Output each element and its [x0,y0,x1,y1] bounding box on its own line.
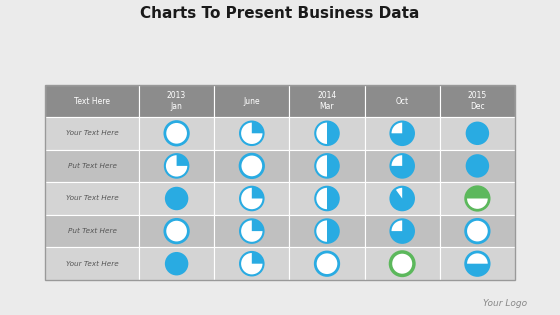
Bar [290,150,365,182]
Bar [214,85,290,117]
Circle shape [165,154,188,178]
Circle shape [390,219,414,243]
Bar [365,182,440,215]
Bar [290,215,365,247]
Circle shape [240,154,264,178]
Bar [365,247,440,280]
Bar [45,85,515,280]
Circle shape [165,219,188,243]
Bar [139,150,214,182]
Bar [440,182,515,215]
Bar [139,85,214,117]
Circle shape [240,122,264,145]
Circle shape [315,154,339,178]
Wedge shape [252,122,264,133]
Text: Your Text Here: Your Text Here [66,130,118,136]
Wedge shape [327,187,339,210]
Bar [365,85,440,117]
Circle shape [390,252,414,275]
Circle shape [240,187,264,210]
Wedge shape [390,154,414,178]
Bar [214,215,290,247]
Text: Your Text Here: Your Text Here [66,261,118,267]
Bar [440,117,515,150]
Circle shape [165,252,188,275]
Wedge shape [390,187,414,210]
Bar [365,150,440,182]
Circle shape [466,219,489,243]
Bar [290,117,365,150]
Circle shape [240,252,264,275]
Circle shape [466,122,489,145]
Wedge shape [390,122,414,145]
Text: Oct: Oct [395,96,409,106]
Bar [290,85,365,117]
Wedge shape [327,219,339,243]
Bar [290,247,365,280]
Circle shape [466,154,489,178]
Circle shape [315,187,339,210]
Circle shape [165,187,188,210]
Wedge shape [327,122,339,145]
Bar [139,215,214,247]
Bar [139,247,214,280]
Text: Put Text Here: Put Text Here [68,163,116,169]
Bar [45,215,139,247]
Bar [440,215,515,247]
Wedge shape [327,154,339,178]
Circle shape [315,122,339,145]
Text: Your Logo: Your Logo [483,299,527,307]
Bar [45,247,139,280]
Bar [45,85,139,117]
Wedge shape [390,219,414,243]
Circle shape [390,187,414,210]
Circle shape [315,219,339,243]
Circle shape [466,187,489,210]
Bar [440,247,515,280]
Text: 2013
Jan: 2013 Jan [167,91,186,111]
Bar [440,150,515,182]
Text: Your Text Here: Your Text Here [66,196,118,202]
Text: 2015
Dec: 2015 Dec [468,91,487,111]
Wedge shape [176,154,188,166]
Wedge shape [252,187,264,198]
Wedge shape [466,187,489,198]
Bar [139,117,214,150]
Text: 2014
Mar: 2014 Mar [318,91,337,111]
Bar [139,182,214,215]
Circle shape [165,122,188,145]
Circle shape [390,122,414,145]
Bar [214,182,290,215]
Circle shape [240,219,264,243]
Wedge shape [252,252,264,264]
Bar [365,215,440,247]
Bar [214,150,290,182]
Bar [45,182,139,215]
Bar [290,182,365,215]
Circle shape [315,252,339,275]
Text: Put Text Here: Put Text Here [68,228,116,234]
Text: Text Here: Text Here [74,96,110,106]
Wedge shape [466,264,489,275]
Circle shape [466,252,489,275]
Bar [45,117,139,150]
Bar [440,85,515,117]
Bar [365,117,440,150]
Text: June: June [244,96,260,106]
Text: Charts To Present Business Data: Charts To Present Business Data [141,5,419,20]
Bar [214,247,290,280]
Bar [214,117,290,150]
Bar [45,150,139,182]
Wedge shape [252,219,264,231]
Circle shape [390,154,414,178]
